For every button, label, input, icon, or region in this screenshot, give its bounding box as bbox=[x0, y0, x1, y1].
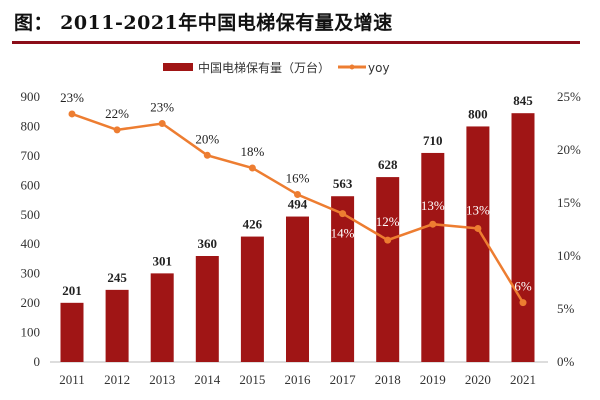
y-left-tick-label: 100 bbox=[21, 325, 41, 340]
bar bbox=[60, 302, 84, 362]
x-tick-label: 2021 bbox=[510, 372, 536, 387]
y-left-tick-label: 900 bbox=[21, 89, 41, 104]
bar bbox=[240, 236, 264, 362]
yoy-point bbox=[429, 220, 437, 228]
yoy-point bbox=[203, 151, 211, 159]
bar-data-label: 426 bbox=[243, 217, 263, 232]
y-left-tick-label: 800 bbox=[21, 118, 41, 133]
y-right-tick-label: 25% bbox=[557, 89, 581, 104]
legend-bar-label: 中国电梯保有量（万台） bbox=[198, 60, 330, 75]
bar-data-label: 494 bbox=[288, 197, 308, 212]
x-tick-label: 2014 bbox=[194, 372, 221, 387]
yoy-point bbox=[384, 236, 392, 244]
legend-bar-swatch bbox=[163, 63, 193, 71]
title-divider bbox=[12, 41, 580, 44]
y-left-tick-label: 500 bbox=[21, 207, 41, 222]
bar-data-label: 360 bbox=[198, 236, 218, 251]
y-left-tick-label: 400 bbox=[21, 236, 41, 251]
yoy-data-label: 12% bbox=[376, 214, 400, 229]
bar bbox=[195, 256, 219, 362]
x-tick-label: 2013 bbox=[149, 372, 175, 387]
bar-data-label: 201 bbox=[62, 283, 82, 298]
bar bbox=[376, 177, 400, 362]
y-right-tick-label: 20% bbox=[557, 142, 581, 157]
bar bbox=[150, 273, 174, 362]
x-tick-label: 2019 bbox=[420, 372, 446, 387]
yoy-data-label: 13% bbox=[466, 202, 490, 217]
yoy-data-label: 23% bbox=[150, 100, 174, 115]
yoy-data-label: 22% bbox=[105, 106, 129, 121]
bar bbox=[105, 289, 129, 362]
y-left-tick-label: 300 bbox=[21, 266, 41, 281]
yoy-data-label: 20% bbox=[195, 131, 219, 146]
bar-data-label: 845 bbox=[513, 93, 533, 108]
yoy-data-label: 14% bbox=[331, 226, 355, 241]
y-right-tick-label: 10% bbox=[557, 248, 581, 263]
y-right-tick-label: 0% bbox=[557, 354, 575, 369]
bar bbox=[511, 113, 535, 362]
y-right-tick-label: 5% bbox=[557, 301, 575, 316]
x-tick-label: 2012 bbox=[104, 372, 130, 387]
yoy-data-label: 23% bbox=[60, 90, 84, 105]
y-left-tick-label: 0 bbox=[34, 354, 41, 369]
y-right-tick-label: 15% bbox=[557, 195, 581, 210]
bar bbox=[466, 126, 490, 362]
bar bbox=[421, 152, 445, 362]
yoy-point bbox=[68, 110, 76, 118]
legend-line-label: yoy bbox=[368, 61, 390, 75]
bar-data-label: 710 bbox=[423, 133, 443, 148]
y-left-tick-label: 700 bbox=[21, 148, 41, 163]
yoy-data-label: 18% bbox=[240, 144, 264, 159]
x-tick-label: 2017 bbox=[330, 372, 357, 387]
bar-data-label: 563 bbox=[333, 176, 353, 191]
bar-data-label: 800 bbox=[468, 106, 488, 121]
yoy-point bbox=[339, 210, 347, 218]
yoy-point bbox=[248, 164, 256, 172]
yoy-data-label: 13% bbox=[421, 198, 445, 213]
x-tick-label: 2020 bbox=[465, 372, 491, 387]
yoy-point bbox=[294, 191, 301, 199]
y-left-tick-label: 600 bbox=[21, 177, 41, 192]
yoy-point bbox=[158, 120, 166, 127]
yoy-point bbox=[113, 126, 121, 134]
bar bbox=[331, 196, 355, 362]
bar-data-label: 245 bbox=[107, 270, 127, 285]
x-tick-label: 2016 bbox=[285, 372, 312, 387]
bar bbox=[286, 216, 309, 362]
chart-title: 图： 2011-2021年中国电梯保有量及增速 bbox=[14, 12, 393, 34]
x-tick-label: 2011 bbox=[59, 372, 85, 387]
yoy-data-label: 6% bbox=[514, 279, 532, 294]
legend-line-marker bbox=[349, 64, 355, 70]
bar-data-label: 628 bbox=[378, 157, 398, 172]
x-tick-label: 2015 bbox=[239, 372, 265, 387]
yoy-data-label: 16% bbox=[286, 171, 310, 186]
y-left-tick-label: 200 bbox=[21, 295, 41, 310]
yoy-point bbox=[474, 224, 482, 232]
bar-data-label: 301 bbox=[152, 253, 172, 268]
x-tick-label: 2018 bbox=[375, 372, 401, 387]
yoy-point bbox=[519, 299, 527, 307]
